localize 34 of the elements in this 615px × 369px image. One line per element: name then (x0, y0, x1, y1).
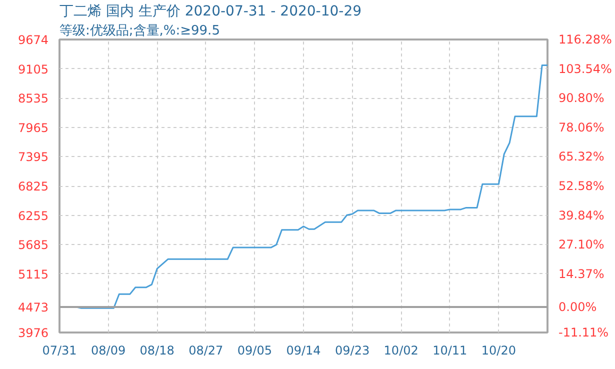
y2-tick-label: 90.80% (558, 91, 604, 106)
chart-subtitle: 等级:优级品;含量,%:≥99.5 (60, 24, 220, 38)
y-tick-label: 6825 (18, 180, 49, 194)
x-tick-label: 09/14 (286, 344, 321, 358)
x-tick-label: 10/11 (432, 344, 468, 358)
y2-tick-label: 65.32% (558, 150, 604, 164)
y2-tick-label: 27.10% (558, 238, 604, 252)
y-tick-label: 7965 (18, 120, 49, 135)
y-tick-label: 6255 (18, 208, 49, 223)
y-tick-label: 7395 (18, 150, 49, 164)
x-tick-label: 08/18 (140, 344, 174, 358)
y-tick-label: 8535 (18, 92, 49, 106)
y2-tick-label: 116.28% (558, 32, 612, 46)
x-tick-label: 08/27 (188, 344, 224, 358)
y-tick-label: 5115 (18, 267, 49, 282)
y-tick-label: 4473 (18, 300, 49, 314)
y2-tick-label: 78.06% (558, 120, 604, 134)
x-tick-label: 09/05 (237, 344, 272, 358)
y2-tick-label: 39.84% (558, 208, 604, 222)
y2-tick-label: -11.11% (558, 326, 609, 340)
x-tick-label: 07/31 (42, 344, 77, 358)
y2-tick-label: 0.00% (558, 300, 597, 314)
chart-title: 丁二烯 国内 生产价 2020-07-31 - 2020-10-29 (60, 4, 362, 20)
x-tick-label: 10/20 (481, 344, 516, 358)
y-tick-label: 5685 (18, 238, 49, 252)
y-tick-label: 9674 (18, 33, 49, 47)
y2-tick-label: 52.58% (558, 179, 604, 194)
x-tick-label: 08/09 (91, 344, 126, 358)
x-tick-label: 10/02 (384, 344, 418, 358)
y-tick-label: 3976 (18, 326, 49, 340)
x-tick-label: 09/23 (335, 344, 370, 358)
y2-tick-label: 103.54% (558, 62, 612, 76)
y-tick-label: 9105 (18, 62, 49, 76)
y2-tick-label: 14.37% (558, 266, 604, 281)
